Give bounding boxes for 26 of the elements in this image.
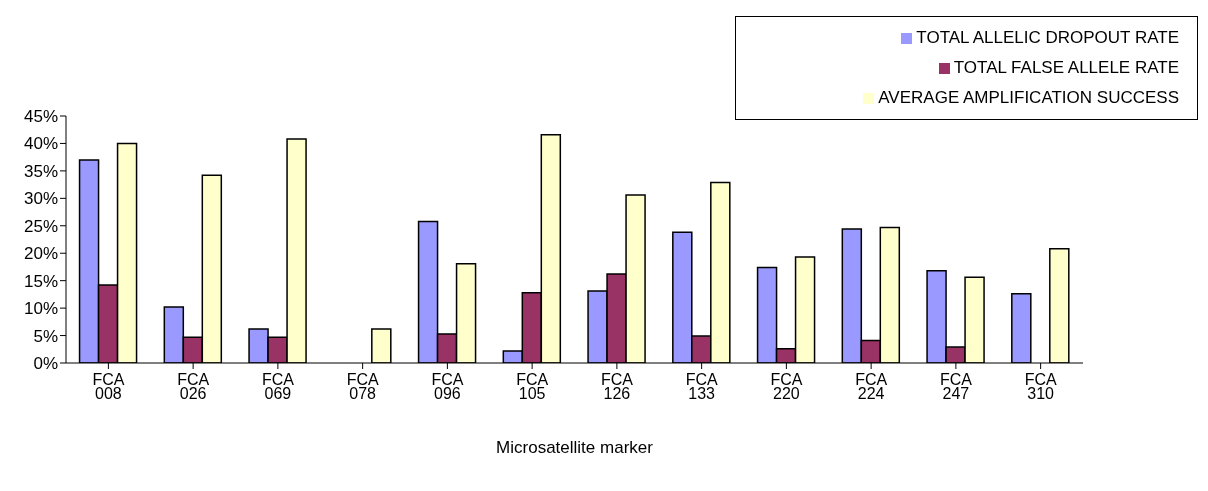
x-tick-label: FCA 310 bbox=[1024, 371, 1057, 402]
legend-label: AVERAGE AMPLIFICATION SUCCESS bbox=[878, 88, 1179, 107]
x-axis-title: Microsatellite marker bbox=[496, 438, 654, 457]
x-tick-label: FCA 096 bbox=[431, 371, 464, 402]
y-tick-label: 5% bbox=[33, 326, 58, 346]
x-tick-label: FCA 220 bbox=[770, 371, 803, 402]
legend-label: TOTAL FALSE ALLELE RATE bbox=[953, 58, 1179, 77]
x-tick-label: FCA 126 bbox=[600, 371, 634, 402]
x-tick-label: FCA 069 bbox=[261, 371, 295, 402]
x-tick-label: FCA 078 bbox=[346, 371, 379, 402]
y-tick-label: 25% bbox=[23, 216, 58, 236]
legend-label: TOTAL ALLELIC DROPOUT RATE bbox=[916, 28, 1179, 47]
x-tick-label: FCA 224 bbox=[855, 371, 888, 402]
y-tick-label: 40% bbox=[23, 134, 58, 154]
y-tick-label: 35% bbox=[23, 161, 58, 181]
y-tick-label: 30% bbox=[23, 189, 58, 209]
y-tick-label: 45% bbox=[23, 107, 58, 127]
x-tick-label: FCA 026 bbox=[177, 371, 210, 402]
y-tick-label: 0% bbox=[33, 354, 58, 374]
y-tick-label: 10% bbox=[23, 299, 58, 319]
x-tick-label: FCA 247 bbox=[939, 371, 973, 402]
x-tick-label: FCA 105 bbox=[516, 371, 549, 402]
x-tick-label: FCA 008 bbox=[92, 371, 125, 402]
y-tick-label: 15% bbox=[23, 271, 58, 291]
y-tick-label: 20% bbox=[23, 244, 58, 264]
x-tick-label: FCA 133 bbox=[685, 371, 718, 402]
